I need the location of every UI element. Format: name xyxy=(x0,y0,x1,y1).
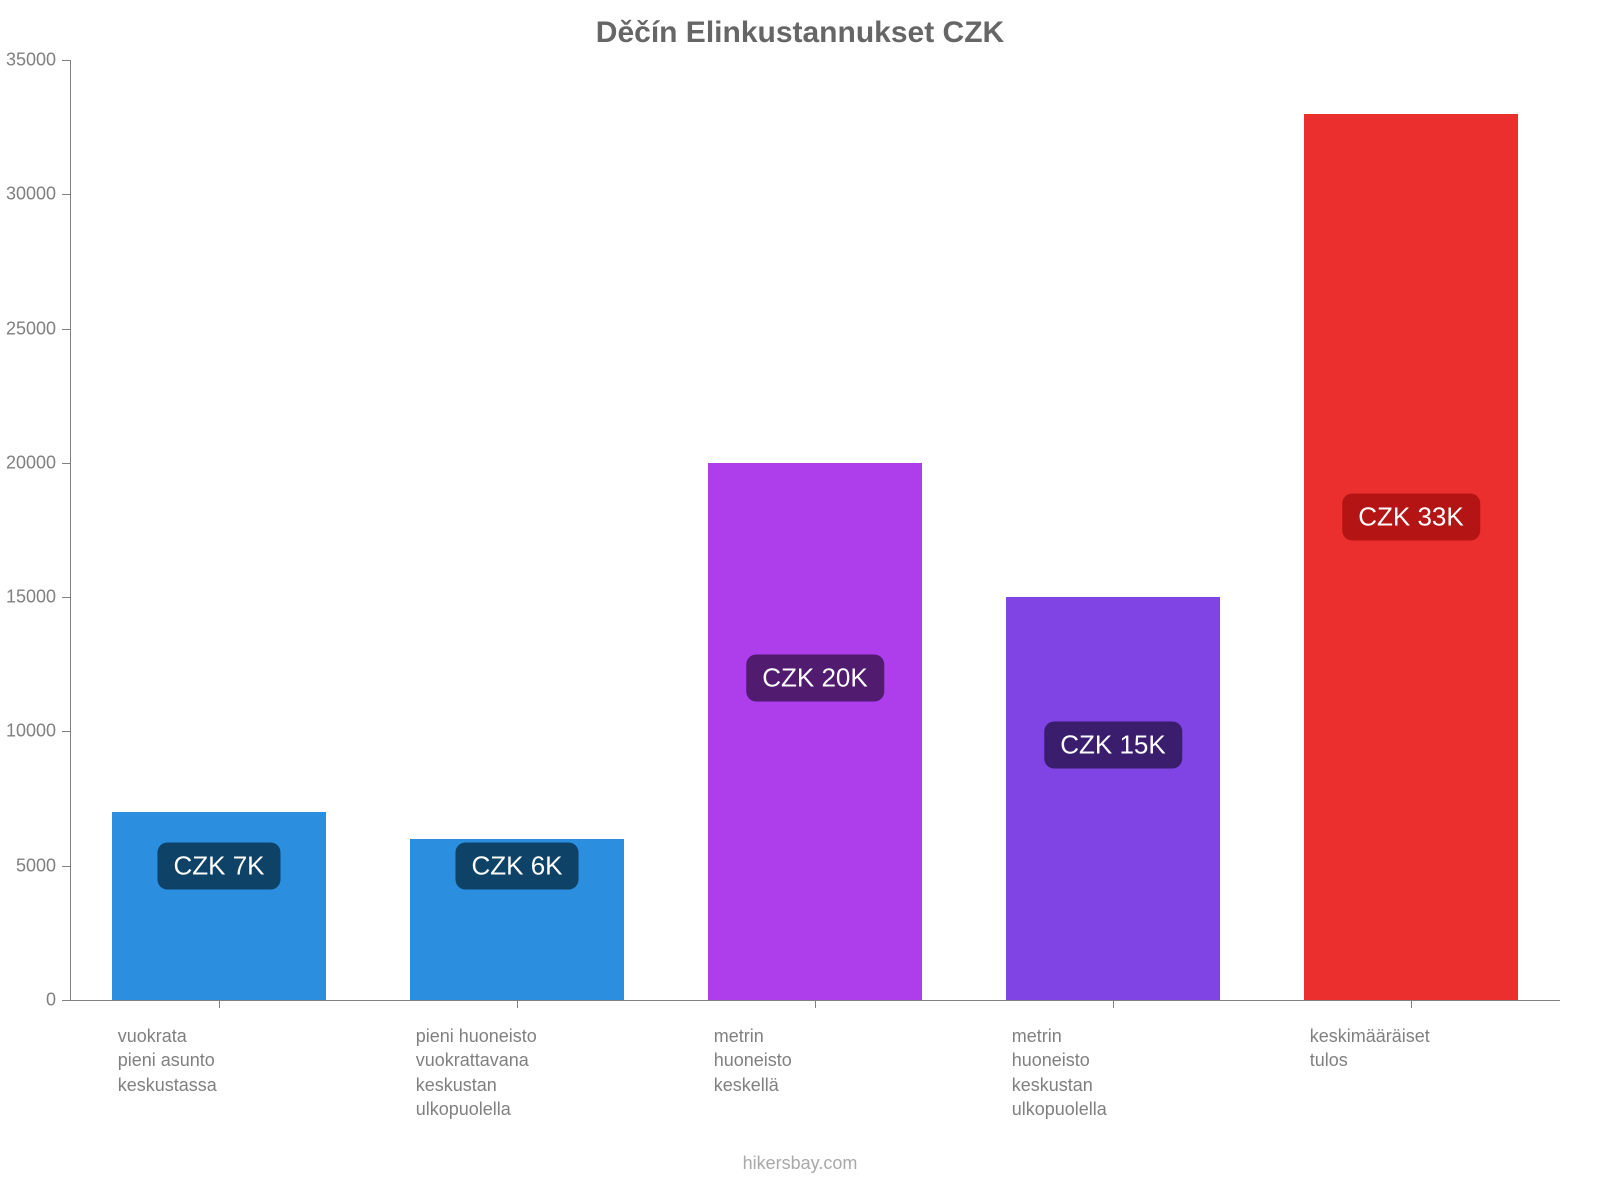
value-badge: CZK 33K xyxy=(1342,493,1480,540)
bar xyxy=(1304,114,1519,1000)
y-axis xyxy=(70,60,71,1000)
bar xyxy=(1006,597,1221,1000)
y-tick xyxy=(62,329,70,330)
bar xyxy=(112,812,327,1000)
y-tick xyxy=(62,866,70,867)
y-tick xyxy=(62,463,70,464)
y-tick xyxy=(62,731,70,732)
x-tick xyxy=(1411,1000,1412,1008)
y-tick xyxy=(62,60,70,61)
y-tick xyxy=(62,194,70,195)
value-badge: CZK 20K xyxy=(746,654,884,701)
plot-inner: 05000100001500020000250003000035000vuokr… xyxy=(70,60,1560,1000)
y-tick-label: 20000 xyxy=(0,452,56,473)
chart-credit: hikersbay.com xyxy=(0,1153,1600,1174)
y-tick xyxy=(62,1000,70,1001)
x-axis-label: pieni huoneisto vuokrattavana keskustan … xyxy=(416,1024,537,1121)
value-badge: CZK 6K xyxy=(455,842,578,889)
chart-container: Děčín Elinkustannukset CZK 0500010000150… xyxy=(0,0,1600,1200)
y-tick-label: 30000 xyxy=(0,184,56,205)
y-tick-label: 10000 xyxy=(0,721,56,742)
x-axis-label: metrin huoneisto keskustan ulkopuolella xyxy=(1012,1024,1107,1121)
value-badge: CZK 7K xyxy=(157,842,280,889)
x-axis-label: vuokrata pieni asunto keskustassa xyxy=(118,1024,217,1097)
x-axis-label: keskimääräiset tulos xyxy=(1310,1024,1430,1073)
y-tick-label: 0 xyxy=(0,990,56,1011)
x-axis-label: metrin huoneisto keskellä xyxy=(714,1024,792,1097)
value-badge: CZK 15K xyxy=(1044,721,1182,768)
y-tick-label: 25000 xyxy=(0,318,56,339)
y-tick-label: 35000 xyxy=(0,50,56,71)
chart-title: Děčín Elinkustannukset CZK xyxy=(0,16,1600,50)
x-tick xyxy=(815,1000,816,1008)
bar xyxy=(708,463,923,1000)
x-tick xyxy=(219,1000,220,1008)
y-tick xyxy=(62,597,70,598)
plot-area: 05000100001500020000250003000035000vuokr… xyxy=(70,60,1560,1000)
y-tick-label: 5000 xyxy=(0,855,56,876)
y-tick-label: 15000 xyxy=(0,587,56,608)
x-tick xyxy=(1113,1000,1114,1008)
x-tick xyxy=(517,1000,518,1008)
